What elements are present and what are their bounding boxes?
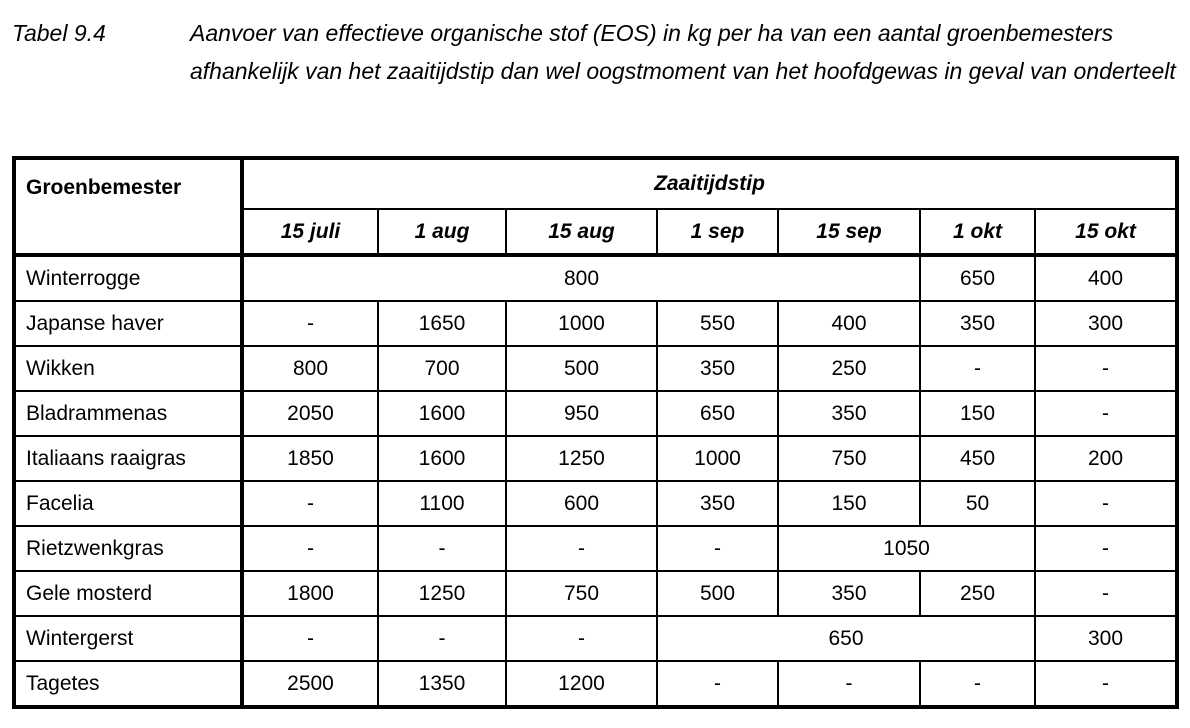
table-cell: - [505, 525, 658, 572]
table-cell: 1850 [241, 435, 379, 482]
caption-text: Aanvoer van effectieve organische stof (… [190, 20, 1176, 84]
table-row: Facelia -1100 600 350 150 50- [13, 480, 1179, 527]
row-name: Japanse haver [13, 300, 244, 347]
table-cell: 50 [919, 480, 1036, 527]
group-header: Zaaitijdstip [240, 157, 1179, 210]
table-cell: 2050 [241, 390, 379, 437]
row-name: Italiaans raaigras [13, 435, 244, 482]
table-cell: 350 [656, 480, 779, 527]
table-cell: 400 [1033, 254, 1179, 302]
table-row: Wintergerst - - -650 300 [13, 615, 1179, 662]
table-row: Gele mosterd 1800 1250 750 500 350 250- [13, 570, 1179, 617]
table-cell: - [1033, 390, 1179, 437]
table-cell: - [241, 300, 379, 347]
table-cell: - [777, 660, 921, 708]
table-cell: 300 [1033, 615, 1179, 662]
table-cell: - [241, 615, 379, 662]
table-cell: 250 [777, 345, 921, 392]
table-cell: 300 [1033, 300, 1179, 347]
row-name: Wikken [13, 345, 244, 392]
column-header: 15 sep [777, 208, 921, 257]
table-cell: 950 [505, 390, 658, 437]
table-cell: 1650 [377, 300, 507, 347]
table-cell: 750 [505, 570, 658, 617]
table-cell: - [1033, 525, 1179, 572]
table-cell: 1250 [377, 570, 507, 617]
table-cell: - [241, 525, 379, 572]
table-cell: - [241, 480, 379, 527]
table-cell: 450 [919, 435, 1036, 482]
table-cell: - [505, 615, 658, 662]
table-cell: 2500 [241, 660, 379, 708]
column-header: 15 aug [505, 208, 658, 257]
table-cell: 500 [656, 570, 779, 617]
table-cell: 350 [656, 345, 779, 392]
table-cell: 650 [656, 615, 1036, 662]
table-cell: 600 [505, 480, 658, 527]
table-cell: - [1033, 345, 1179, 392]
row-name: Rietzwenkgras [13, 525, 244, 572]
table-cell: 750 [777, 435, 921, 482]
table-cell: 1800 [241, 570, 379, 617]
row-name: Facelia [13, 480, 244, 527]
table-cell: - [1033, 570, 1179, 617]
table-cell: - [377, 525, 507, 572]
table-cell: 500 [505, 345, 658, 392]
table-cell: 1000 [656, 435, 779, 482]
row-name: Wintergerst [13, 615, 244, 662]
table-cell: 150 [777, 480, 921, 527]
table-cell: 400 [777, 300, 921, 347]
table-cell: 1600 [377, 390, 507, 437]
table-cell: - [1033, 660, 1179, 708]
table-cell: 1600 [377, 435, 507, 482]
table-cell: 700 [377, 345, 507, 392]
table-row: Japanse haver -1650 1000 550 400 350 300 [13, 300, 1179, 347]
row-name: Gele mosterd [13, 570, 244, 617]
table-cell: 1250 [505, 435, 658, 482]
table-cell: 350 [777, 570, 921, 617]
table-cell: 250 [919, 570, 1036, 617]
caption-label: Tabel 9.4 [12, 20, 106, 46]
column-header: 15 juli [241, 208, 379, 257]
table-cell: - [919, 660, 1036, 708]
table-cell: 1050 [777, 525, 1036, 572]
eos-table: Groenbemester Zaaitijdstip 15 juli 1 aug 1… [12, 156, 1180, 709]
table-cell: - [1033, 480, 1179, 527]
row-name: Tagetes [13, 660, 244, 708]
table-cell: 1000 [505, 300, 658, 347]
table-cell: 650 [656, 390, 779, 437]
table-cell: 1100 [377, 480, 507, 527]
table-cell: - [656, 660, 779, 708]
column-header: 1 okt [919, 208, 1036, 257]
table-row: Tagetes 2500 1350 1200- - - - [13, 660, 1179, 708]
column-header: 1 sep [656, 208, 779, 257]
column-header: 1 aug [377, 208, 507, 257]
table-row: Winterrogge 800 650 400 [13, 254, 1179, 302]
row-name: Bladrammenas [13, 390, 244, 437]
table-cell: 650 [919, 254, 1036, 302]
table-row: Rietzwenkgras - - - -1050- [13, 525, 1179, 572]
table-cell: 550 [656, 300, 779, 347]
table-row: Italiaans raaigras 1850 1600 1250 1000 750 450… [13, 435, 1179, 482]
table-cell: 1350 [377, 660, 507, 708]
table-cell: - [377, 615, 507, 662]
table-cell: 1200 [505, 660, 658, 708]
table-row: Wikken 800 700 500 350 250- - [13, 345, 1179, 392]
column-header: 15 okt [1033, 208, 1179, 257]
table-cell: 350 [919, 300, 1036, 347]
table-cell: 150 [919, 390, 1036, 437]
table-cell: 350 [777, 390, 921, 437]
table-cell: 800 [241, 254, 921, 302]
table-cell: - [656, 525, 779, 572]
row-name: Winterrogge [13, 254, 244, 302]
table-cell: 800 [241, 345, 379, 392]
table-row: Bladrammenas 2050 1600 950 650 350 150- [13, 390, 1179, 437]
table-cell: 200 [1033, 435, 1179, 482]
row-header: Groenbemester [13, 157, 244, 257]
table-cell: - [919, 345, 1036, 392]
